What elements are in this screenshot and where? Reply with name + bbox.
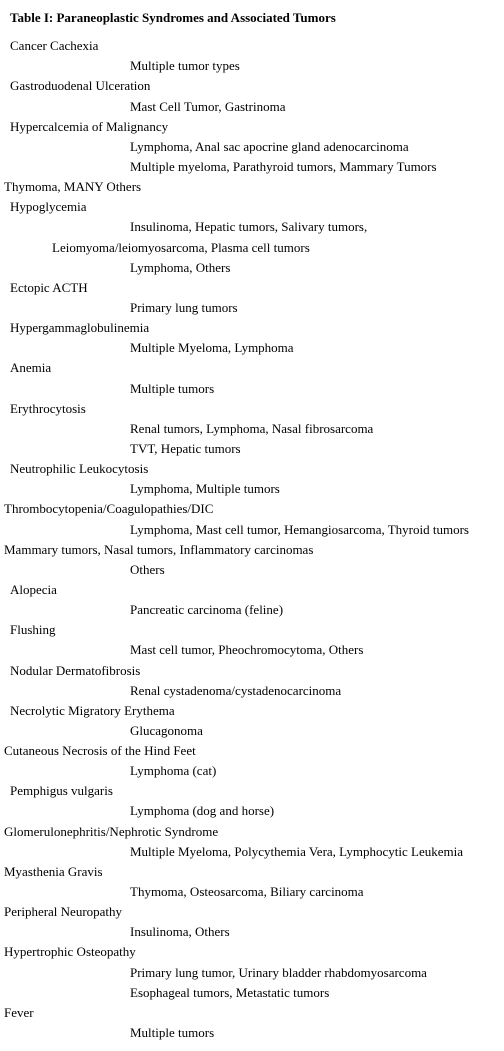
tumor-line: Multiple myeloma, Parathyroid tumors, Ma…	[4, 157, 500, 177]
syndrome-name: Alopecia	[4, 580, 500, 600]
syndrome-name: Nodular Dermatofibrosis	[4, 661, 500, 681]
tumor-line: Primary lung tumor, Urinary bladder rhab…	[4, 963, 500, 983]
tumor-line: Renal tumors, Lymphoma, Nasal fibrosarco…	[4, 419, 500, 439]
syndrome-name: Cancer Cachexia	[4, 36, 500, 56]
syndrome-name: Neutrophilic Leukocytosis	[4, 459, 500, 479]
tumor-line: Mammary tumors, Nasal tumors, Inflammato…	[4, 540, 500, 560]
table-body: Cancer CachexiaMultiple tumor typesGastr…	[4, 36, 500, 1043]
tumor-line: Insulinoma, Others	[4, 922, 500, 942]
tumor-line: Lymphoma, Multiple tumors	[4, 479, 500, 499]
syndrome-name: Erythrocytosis	[4, 399, 500, 419]
tumor-line: Lymphoma, Others	[4, 258, 500, 278]
syndrome-name: Hypertrophic Osteopathy	[4, 942, 500, 962]
tumor-line: Thymoma, MANY Others	[4, 177, 500, 197]
tumor-line: TVT, Hepatic tumors	[4, 439, 500, 459]
syndrome-name: Necrolytic Migratory Erythema	[4, 701, 500, 721]
tumor-line: Multiple Myeloma, Lymphoma	[4, 338, 500, 358]
tumor-line: Esophageal tumors, Metastatic tumors	[4, 983, 500, 1003]
tumor-line: Multiple tumors	[4, 1023, 500, 1043]
tumor-line: Lymphoma (dog and horse)	[4, 801, 500, 821]
syndrome-name: Hypergammaglobulinemia	[4, 318, 500, 338]
tumor-line: Mast cell tumor, Pheochromocytoma, Other…	[4, 640, 500, 660]
tumor-line: Lymphoma, Mast cell tumor, Hemangiosarco…	[4, 520, 500, 540]
syndrome-name: Pemphigus vulgaris	[4, 781, 500, 801]
tumor-line: Renal cystadenoma/cystadenocarcinoma	[4, 681, 500, 701]
syndrome-name: Hypoglycemia	[4, 197, 500, 217]
tumor-line: Multiple tumor types	[4, 56, 500, 76]
tumor-line: Insulinoma, Hepatic tumors, Salivary tum…	[4, 217, 500, 237]
tumor-line: Multiple Myeloma, Polycythemia Vera, Lym…	[4, 842, 500, 862]
tumor-line: Pancreatic carcinoma (feline)	[4, 600, 500, 620]
syndrome-name: Cutaneous Necrosis of the Hind Feet	[4, 741, 500, 761]
tumor-line: Lymphoma (cat)	[4, 761, 500, 781]
syndrome-name: Anemia	[4, 358, 500, 378]
tumor-line: Multiple tumors	[4, 379, 500, 399]
syndrome-name: Fever	[4, 1003, 500, 1023]
tumor-line: Leiomyoma/leiomyosarcoma, Plasma cell tu…	[4, 238, 500, 258]
tumor-line: Thymoma, Osteosarcoma, Biliary carcinoma	[4, 882, 500, 902]
syndrome-name: Ectopic ACTH	[4, 278, 500, 298]
syndrome-name: Thrombocytopenia/Coagulopathies/DIC	[4, 499, 500, 519]
syndrome-name: Hypercalcemia of Malignancy	[4, 117, 500, 137]
tumor-line: Lymphoma, Anal sac apocrine gland adenoc…	[4, 137, 500, 157]
syndrome-name: Gastroduodenal Ulceration	[4, 76, 500, 96]
syndrome-name: Glomerulonephritis/Nephrotic Syndrome	[4, 822, 500, 842]
syndrome-name: Peripheral Neuropathy	[4, 902, 500, 922]
syndrome-name: Flushing	[4, 620, 500, 640]
table-title: Table I: Paraneoplastic Syndromes and As…	[4, 8, 500, 28]
tumor-line: Glucagonoma	[4, 721, 500, 741]
tumor-line: Others	[4, 560, 500, 580]
syndrome-name: Myasthenia Gravis	[4, 862, 500, 882]
tumor-line: Primary lung tumors	[4, 298, 500, 318]
tumor-line: Mast Cell Tumor, Gastrinoma	[4, 97, 500, 117]
